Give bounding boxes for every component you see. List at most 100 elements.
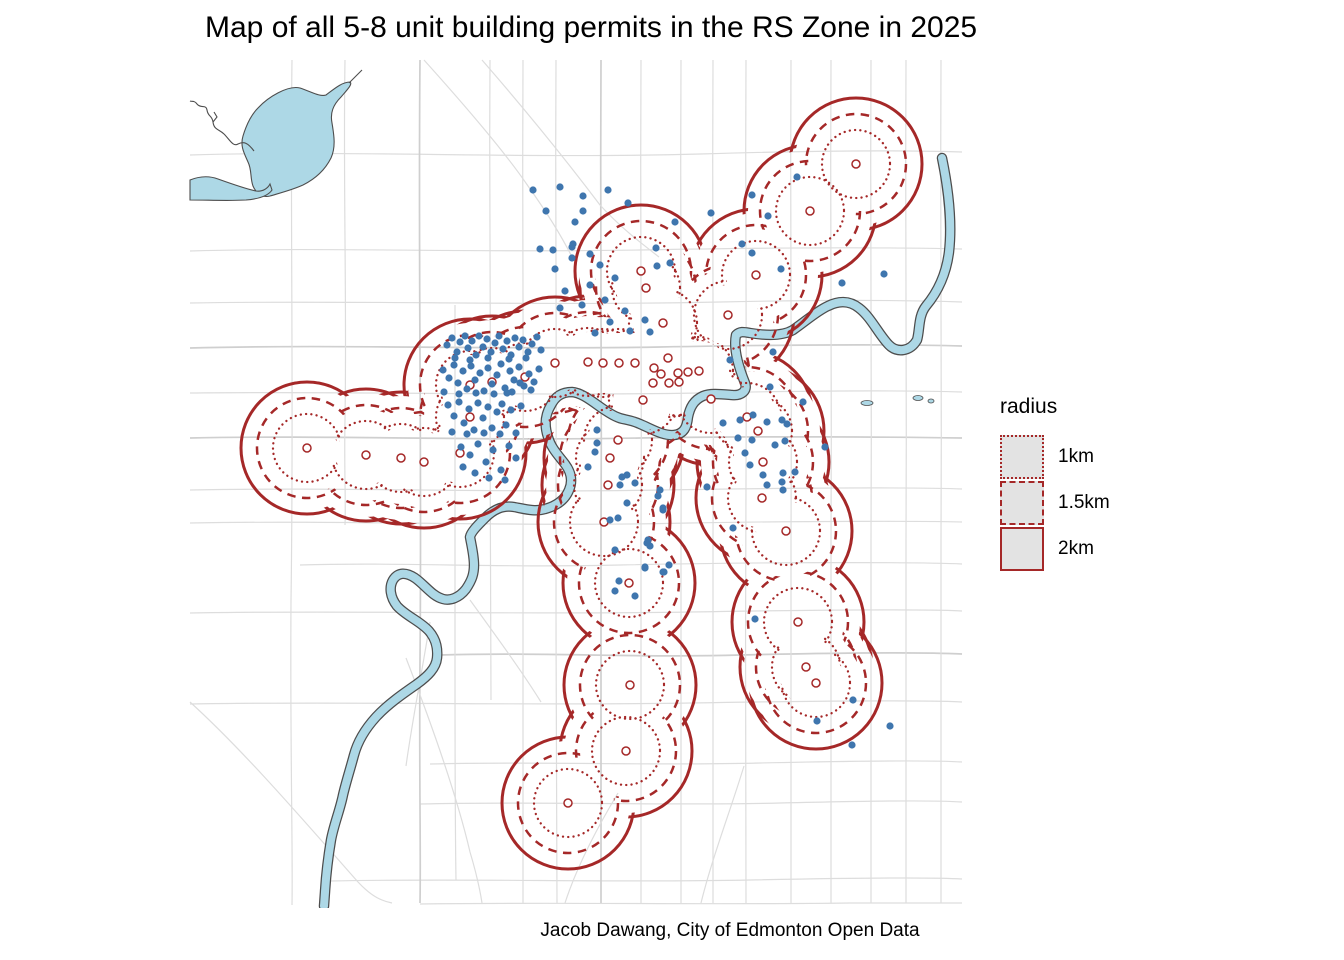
legend-key-2km-swatch [1000,527,1044,571]
site-center-marker [419,457,429,467]
permit-dot [535,365,543,373]
buffer-ring-1km [590,715,662,787]
permit-dot [461,332,469,340]
buffer-ring-1km [489,341,561,413]
legend-title: radius [1000,395,1058,418]
permit-dot [707,209,715,217]
site-center-marker [624,578,634,588]
buffer-ring-2km [239,380,375,516]
permits-layer [439,173,894,749]
site-center-marker [753,426,763,436]
permit-dot [618,473,626,481]
permit-dot [505,355,513,363]
site-center-marker [694,366,704,376]
permit-dot [528,340,536,348]
buffer-ring-1km [388,426,460,498]
permit-dot [536,245,544,253]
site-center-marker [658,318,668,328]
buffer-ring-2km [730,554,866,690]
buffer-ring-1km [750,495,822,567]
buffer-ring-1km [780,647,852,719]
buffer-1km-layer [271,128,892,839]
permit-dot [499,345,507,353]
buffer-ring-1.5km [577,531,681,635]
site-center-marker [811,678,821,688]
road [904,59,907,904]
river [320,154,955,908]
permit-dot [488,380,496,388]
permit-dot [487,348,495,356]
permit-dot [624,199,632,207]
permit-dot [512,454,520,462]
buffer-ring-1km [271,412,343,484]
permit-dot [485,474,493,482]
permit-dot [515,343,523,351]
permit-dot [464,344,472,352]
road [939,59,942,904]
pond [912,395,924,401]
permit-dot [586,250,594,258]
lake [241,81,352,197]
permit-dot [746,461,754,469]
permit-dot [463,385,471,393]
permit-dot [443,341,451,349]
buffer-ring-1km [722,395,794,467]
buffer-ring-1km [582,404,654,476]
permit-dot [641,316,649,324]
road [189,435,963,440]
permit-dot [556,304,564,312]
permit-dot [493,408,501,416]
buffer-ring-1km [594,649,666,721]
road [564,792,619,904]
site-center-marker [751,270,761,280]
permit-dot [568,254,576,262]
permit-dot [656,486,664,494]
legend-key-1-5km-swatch [1000,481,1044,525]
site-center-marker [757,493,767,503]
permit-dot [482,458,490,466]
permit-dot [474,440,482,448]
buffer-ring-1.5km [552,470,656,574]
plot-title: Map of all 5-8 unit building permits in … [205,11,978,44]
permit-dot [463,430,471,438]
permit-dot [631,592,639,600]
permit-dot [515,363,523,371]
pond [860,400,874,406]
buffer-ring-1km [820,128,892,200]
site-center-marker [801,662,811,672]
permit-dot [455,390,463,398]
site-center-marker [636,266,646,276]
site-center-marker [649,363,659,373]
road [599,59,603,904]
site-center-marker [598,358,608,368]
site-center-marker [723,310,733,320]
permit-dot [726,356,734,364]
road [189,609,963,614]
permit-dot [571,218,579,226]
permit-dot [799,398,807,406]
buffer-ring-1km [532,767,604,839]
site-center-marker [605,453,615,463]
permit-dot [450,361,458,369]
permit-dot [791,468,799,476]
site-center-marker [614,358,624,368]
permit-dot [813,717,821,725]
permit-dot [460,419,468,427]
road [555,59,558,904]
pond [927,398,935,404]
creek [348,69,363,84]
permit-dot [474,399,482,407]
legend-label-1-5km: 1.5km [1058,492,1110,513]
permit-dot [457,443,465,451]
permit-dot [771,441,779,449]
permit-dot [454,379,462,387]
roads-layer [189,59,963,906]
plot-caption: Jacob Dawang, City of Edmonton Open Data [540,920,920,941]
road [700,765,745,904]
permit-dot [497,466,505,474]
legend-item: 2km [1000,527,1110,571]
road [829,59,832,904]
permit-dot [551,265,559,273]
permit-dot [654,492,662,500]
permit-dot [444,401,452,409]
